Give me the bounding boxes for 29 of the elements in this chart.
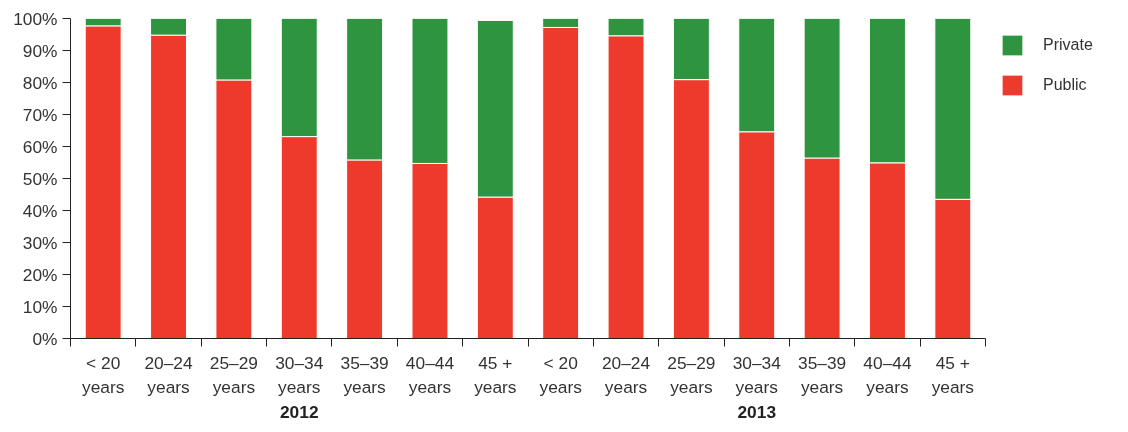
y-tick-label: 60% (22, 136, 58, 157)
x-tick-label: 30–34 years (732, 352, 782, 397)
x-tick-label: 40–44 years (863, 352, 912, 397)
x-tick-label: 35–39 years (798, 352, 847, 397)
y-tick-label: 80% (22, 72, 58, 93)
text: 2012 (279, 401, 319, 422)
text: 2013 (737, 401, 777, 422)
y-tick-label: 20% (22, 264, 58, 285)
x-tick-label: 45 + years (931, 352, 975, 397)
legend-label: Private (1043, 36, 1093, 54)
y-tick-label: 30% (22, 232, 58, 253)
y-tick-label: 0% (32, 328, 58, 349)
x-tick-label: 20–24 years (144, 352, 193, 397)
y-tick-label: 50% (22, 168, 58, 189)
x-tick-label: 35–39 years (340, 352, 389, 397)
x-tick-label: 25–29 years (209, 352, 258, 397)
x-tick-label: 45 + years (474, 352, 517, 397)
x-tick-label: < 20 years (81, 352, 125, 397)
x-tick-label: 30–34 years (275, 352, 324, 397)
y-tick-label: 90% (22, 40, 58, 61)
x-tick-label: 25–29 years (667, 352, 716, 397)
y-tick-label: 10% (22, 296, 58, 317)
y-tick-label: 70% (22, 104, 58, 125)
x-tick-label: 40–44 years (405, 352, 455, 397)
legend-label: Public (1043, 76, 1087, 94)
y-tick-label: 40% (22, 200, 58, 221)
x-tick-label: < 20 years (539, 352, 583, 397)
x-tick-label: 20–24 years (601, 352, 651, 397)
y-tick-label: 100% (13, 8, 58, 29)
